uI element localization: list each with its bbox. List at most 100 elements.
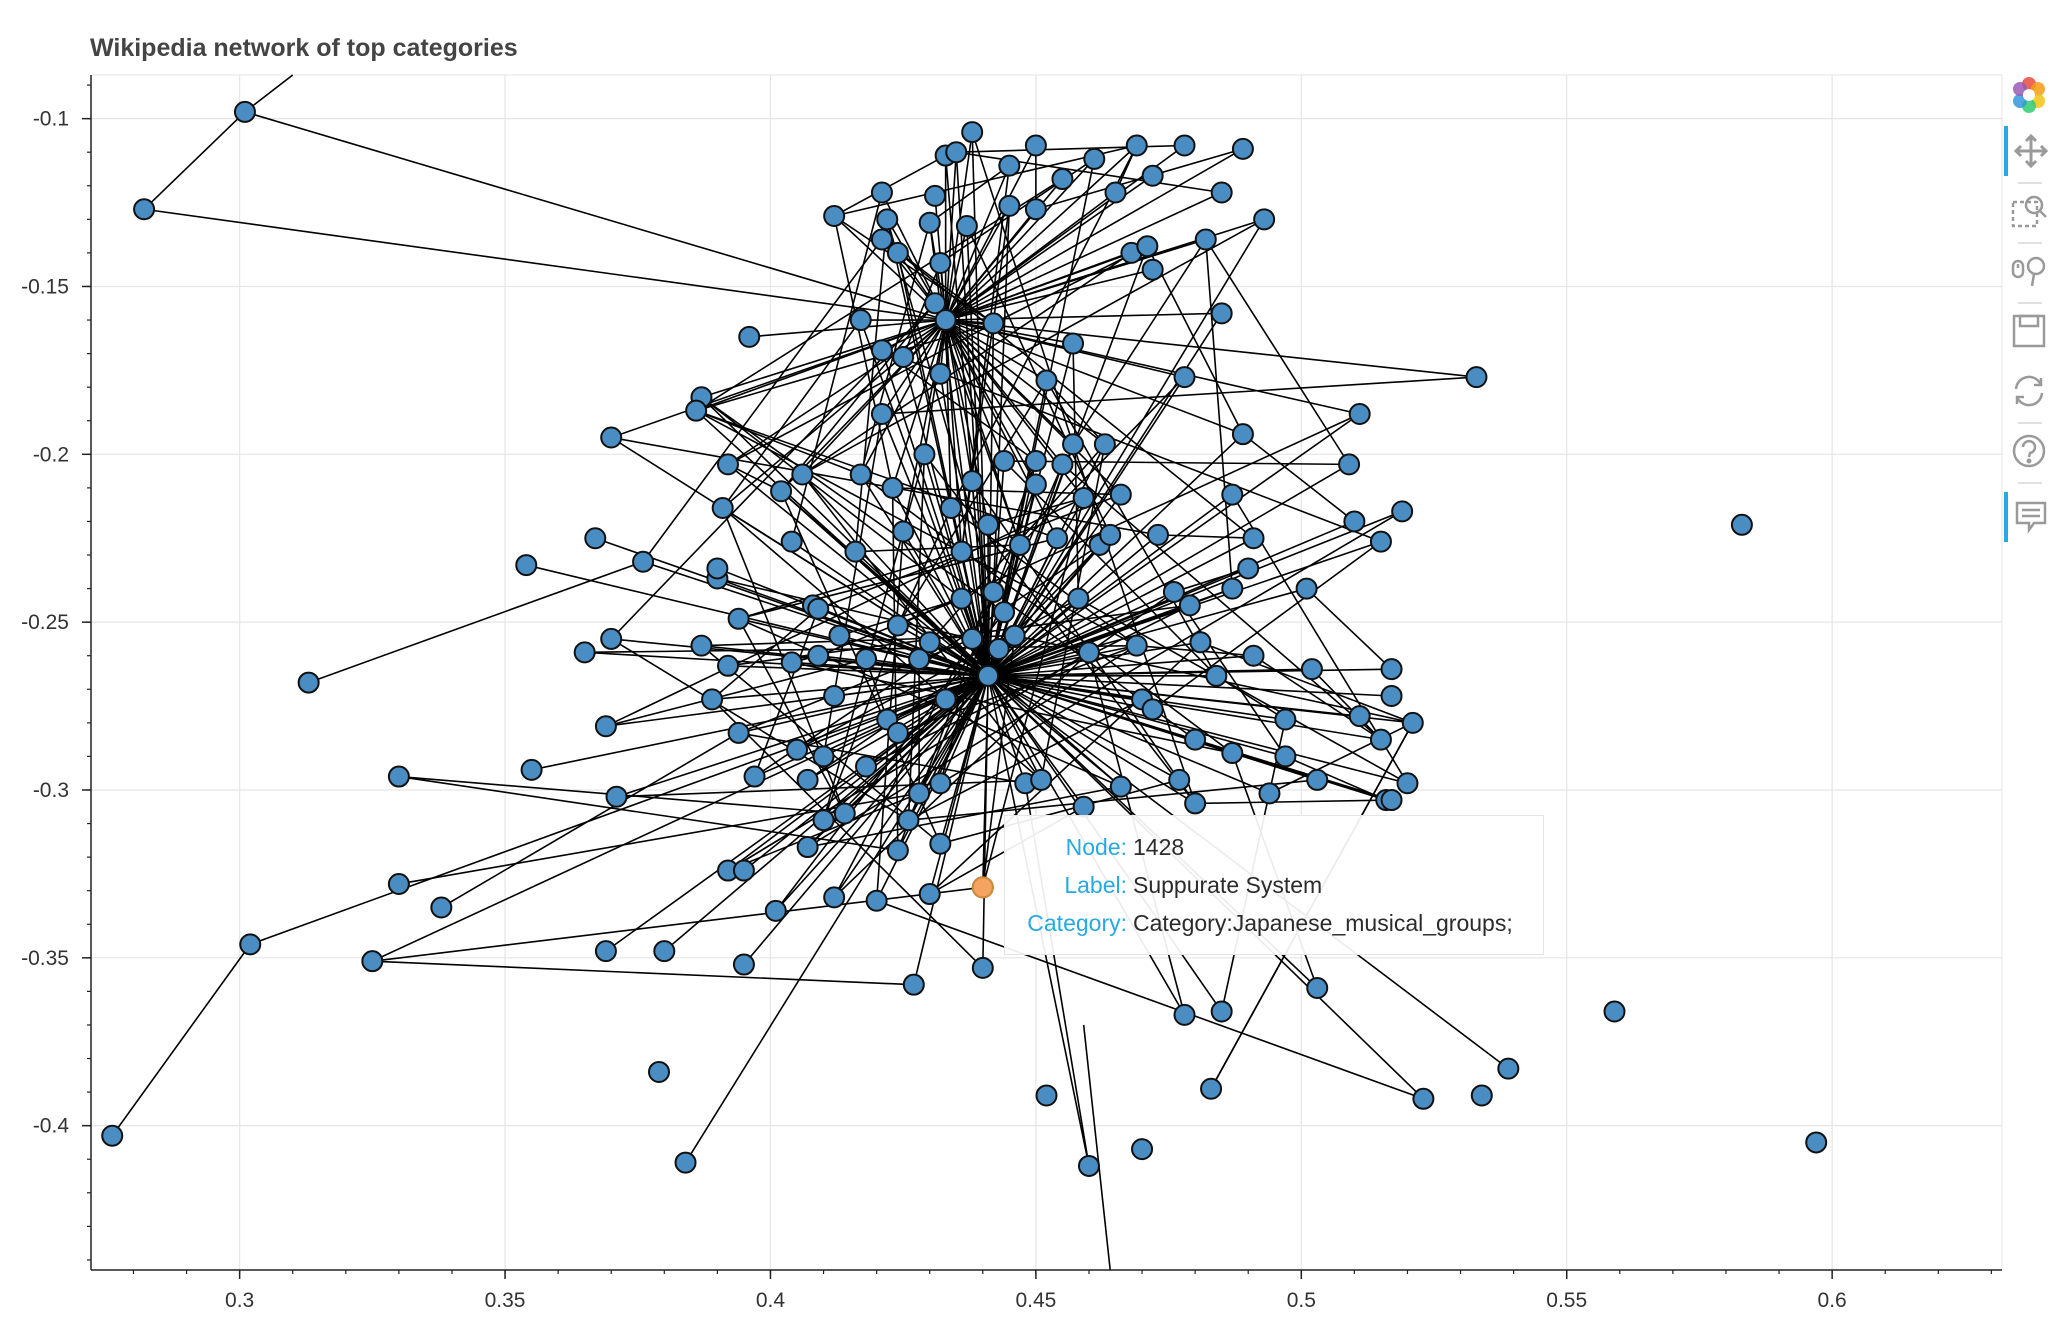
network-node xyxy=(865,889,888,912)
network-edge xyxy=(1045,380,1218,677)
network-edge xyxy=(1088,591,1175,654)
network-edge xyxy=(143,111,246,210)
network-edge xyxy=(944,319,1037,485)
network-node xyxy=(950,540,973,563)
tick-labels: 0.3 0.35 0.4 0.45 0.5 0.55 0.6 -0.1 -0.15 -0.2 -0.… xyxy=(21,84,1992,1312)
network-edge xyxy=(987,493,1233,677)
network-edge xyxy=(717,577,989,677)
help-icon[interactable] xyxy=(2004,426,2054,476)
network-edge xyxy=(1019,376,1186,546)
network-edge xyxy=(244,111,946,321)
network-edge xyxy=(897,413,1361,627)
save-icon[interactable] xyxy=(2004,306,2054,356)
network-edge xyxy=(987,591,1175,677)
network-edge xyxy=(897,380,1048,626)
network-edge xyxy=(717,577,973,640)
network-node xyxy=(239,933,262,956)
wheel-zoom-icon[interactable] xyxy=(2004,246,2054,296)
network-edge xyxy=(982,497,1085,888)
network-node xyxy=(987,638,1010,661)
network-node xyxy=(833,802,856,825)
network-edge xyxy=(807,785,1121,848)
network-node xyxy=(913,443,936,466)
network-edge xyxy=(722,319,862,509)
network-edge xyxy=(944,319,1037,462)
bokeh-logo-icon[interactable] xyxy=(2004,70,2054,120)
tooltip-node-row: Node: 1428 xyxy=(1005,828,1543,866)
network-node xyxy=(1062,332,1085,355)
network-node xyxy=(849,309,872,332)
network-node xyxy=(1221,483,1244,506)
pan-icon[interactable] xyxy=(2004,126,2054,176)
network-edge xyxy=(616,779,1042,798)
network-edge xyxy=(891,319,947,489)
network-node xyxy=(1210,181,1233,204)
network-node xyxy=(361,950,384,973)
toolbar xyxy=(2004,70,2054,590)
network-edge xyxy=(987,644,1137,677)
y-tick-label: -0.15 xyxy=(21,275,69,298)
network-edge xyxy=(738,732,1026,785)
network-edge xyxy=(642,239,883,563)
network-node xyxy=(1072,795,1095,818)
network-edge xyxy=(987,218,1265,677)
network-edge xyxy=(695,409,861,476)
network-edge xyxy=(738,537,1058,620)
network-node xyxy=(1470,1084,1493,1107)
y-tick-label: -0.25 xyxy=(21,611,69,634)
network-node xyxy=(982,580,1005,603)
network-node xyxy=(945,141,968,164)
network-edge xyxy=(1082,1024,1111,1271)
network-edge xyxy=(988,675,1392,697)
network-edge xyxy=(987,460,1005,676)
network-edge xyxy=(865,658,989,677)
network-node xyxy=(971,956,994,979)
network-edge xyxy=(881,349,1382,543)
network-edge xyxy=(987,675,1196,805)
network-node xyxy=(1109,483,1132,506)
reset-icon[interactable] xyxy=(2004,366,2054,416)
network-node xyxy=(1237,557,1260,580)
network-edge xyxy=(918,658,989,677)
network-node xyxy=(1077,641,1100,664)
network-edge xyxy=(1146,245,1244,435)
network-node xyxy=(1348,705,1371,728)
network-node xyxy=(796,768,819,791)
network-node xyxy=(918,883,941,906)
network-edge xyxy=(859,319,989,677)
network-edge xyxy=(308,560,644,684)
network-node xyxy=(1380,684,1403,707)
network-edge xyxy=(775,675,989,912)
network-node xyxy=(849,463,872,486)
network-node xyxy=(1067,587,1090,610)
network-node xyxy=(1051,453,1074,476)
network-edge xyxy=(1072,343,1080,599)
network-edge xyxy=(945,319,1106,445)
network-edge xyxy=(711,608,819,700)
network-node xyxy=(1380,789,1403,812)
network-edge xyxy=(945,319,1477,378)
network-node xyxy=(1210,1000,1233,1023)
network-node xyxy=(812,809,835,832)
network-node xyxy=(1258,782,1281,805)
network-node xyxy=(961,121,984,144)
network-edge xyxy=(944,145,1037,321)
network-edge xyxy=(944,165,1011,321)
network-node xyxy=(780,651,803,674)
network-edge xyxy=(753,608,819,777)
network-edge xyxy=(876,900,1424,1100)
network-edge xyxy=(945,319,1122,496)
network-edge xyxy=(988,654,1254,677)
network-node xyxy=(1062,433,1085,456)
tooltip-node-value: 1428 xyxy=(1133,834,1185,860)
network-node xyxy=(1221,742,1244,765)
network-node xyxy=(297,671,320,694)
network-node xyxy=(1035,1084,1058,1107)
box-zoom-icon[interactable] xyxy=(2004,186,2054,236)
network-node xyxy=(1189,631,1212,654)
network-edge xyxy=(881,349,1037,462)
network-edge xyxy=(987,463,1350,677)
hover-icon[interactable] xyxy=(2004,492,2054,542)
network-node xyxy=(1200,1077,1223,1100)
